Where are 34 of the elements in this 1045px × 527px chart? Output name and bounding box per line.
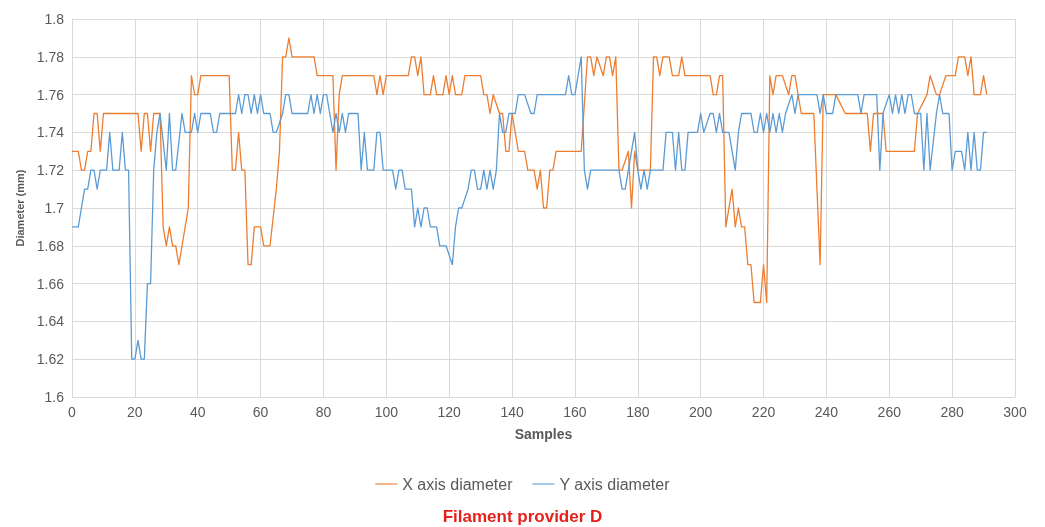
y-tick-label: 1.72	[36, 162, 65, 179]
line-series	[71, 37, 988, 304]
x-tick-label: 220	[751, 404, 776, 420]
legend-label: Y axis diameter	[559, 475, 671, 493]
x-tick-label: 200	[688, 404, 713, 420]
x-tick-label: 240	[814, 404, 839, 420]
y-tick-label: 1.64	[36, 313, 65, 330]
x-tick-label: 280	[940, 404, 965, 420]
x-tick-label: 20	[127, 404, 143, 420]
y-tick-label: 1.68	[36, 237, 65, 254]
y-tick-label: 1.6	[44, 389, 65, 405]
x-tick-label: 60	[252, 404, 269, 420]
y-tick-label: 1.62	[36, 351, 65, 368]
line-series	[71, 56, 988, 360]
x-tick-label: 100	[374, 404, 399, 420]
x-axis-title: Samples	[514, 426, 573, 442]
y-tick-label: 1.78	[36, 48, 65, 65]
y-tick-label: 1.8	[44, 11, 65, 27]
x-tick-label: 40	[189, 404, 206, 420]
x-tick-label: 140	[500, 404, 524, 420]
x-tick-label: 160	[563, 404, 587, 420]
x-tick-label: 300	[1003, 404, 1027, 420]
x-tick-label: 80	[315, 404, 332, 420]
text: Filament provider D	[442, 507, 603, 526]
x-tick-label: 0	[68, 404, 77, 420]
x-tick-label: 260	[877, 404, 902, 420]
x-tick-label: 120	[437, 404, 462, 420]
x-tick-label: 180	[626, 404, 650, 420]
y-tick-label: 1.66	[36, 275, 65, 292]
y-tick-label: 1.76	[36, 86, 65, 103]
y-axis-title: Diameter (mm)	[14, 169, 27, 247]
y-tick-label: 1.7	[44, 200, 65, 216]
y-tick-label: 1.74	[36, 124, 65, 141]
legend-label: X axis diameter	[402, 475, 514, 493]
